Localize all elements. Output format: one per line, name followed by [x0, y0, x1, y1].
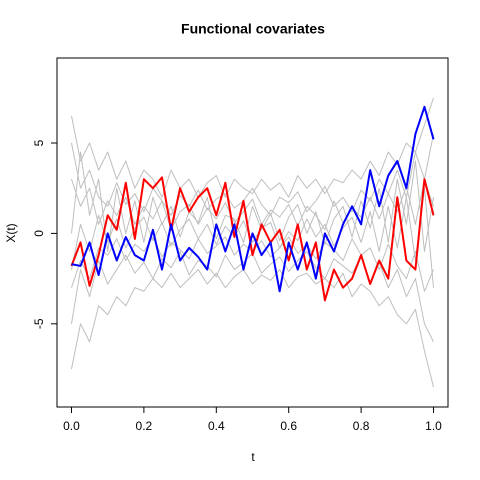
- series-line: [70, 97, 434, 198]
- y-tick-label: 0: [32, 230, 46, 237]
- series-line: [70, 187, 435, 288]
- chart-title: Functional covariates: [181, 21, 325, 37]
- x-tick-label: 0.4: [208, 419, 225, 433]
- x-tick-label: 0.8: [353, 419, 370, 433]
- x-tick-label: 0.6: [280, 419, 297, 433]
- x-axis-label: t: [251, 450, 255, 464]
- x-tick-label: 0.0: [63, 419, 80, 433]
- x-tick-label: 0.2: [136, 419, 153, 433]
- series-line: [70, 176, 435, 302]
- series-line: [70, 133, 435, 216]
- series-line: [71, 105, 435, 293]
- x-tick-label: 1.0: [425, 419, 442, 433]
- y-axis-label: X(t): [4, 223, 18, 242]
- series-line: [70, 151, 435, 252]
- y-tick-label: 5: [32, 139, 46, 146]
- series-line: [70, 269, 435, 388]
- series-line: [70, 250, 434, 343]
- y-tick-label: -5: [32, 318, 46, 329]
